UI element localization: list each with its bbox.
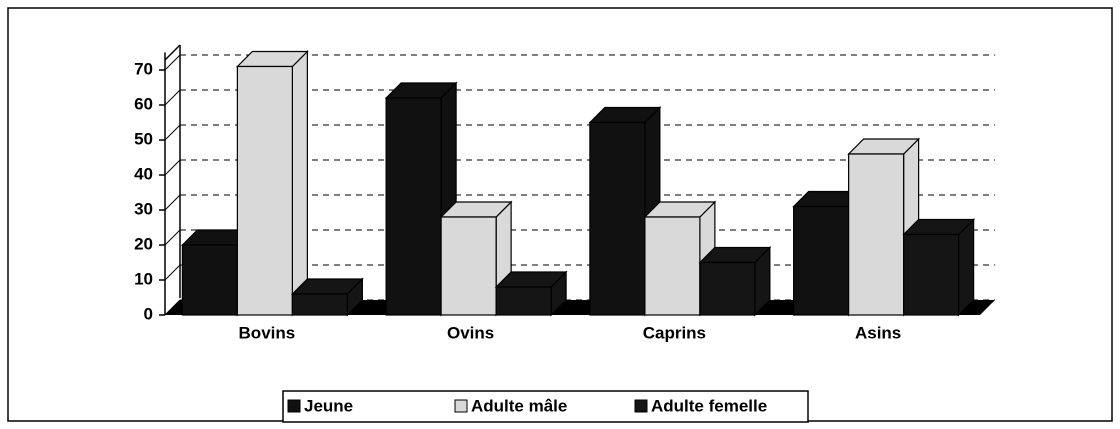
side-wall-top — [164, 44, 181, 61]
y-tick-label: 0 — [144, 304, 153, 323]
bar — [589, 121, 646, 316]
side-grid-line — [164, 159, 181, 176]
legend-label: Adulte femelle — [651, 396, 767, 415]
side-grid-line — [164, 229, 181, 246]
bar — [848, 153, 905, 316]
y-tick-label: 50 — [134, 129, 153, 148]
side-grid-line — [164, 54, 181, 71]
bar — [291, 293, 348, 316]
bar — [793, 205, 850, 316]
bar — [385, 97, 442, 316]
side-grid-line — [164, 89, 181, 106]
legend-swatch — [454, 399, 468, 413]
bar — [495, 286, 552, 316]
bar — [644, 216, 701, 316]
legend-label: Jeune — [304, 396, 353, 415]
bar — [699, 261, 756, 316]
x-tick-label: Caprins — [643, 323, 706, 342]
bar — [181, 244, 238, 316]
x-tick-label: Asins — [855, 323, 901, 342]
side-grid-line — [164, 264, 181, 281]
x-tick-label: Ovins — [447, 323, 494, 342]
y-tick-label: 40 — [134, 164, 153, 183]
side-grid-line — [164, 194, 181, 211]
legend-box — [282, 390, 809, 423]
legend-swatch — [634, 399, 648, 413]
y-tick-label: 30 — [134, 199, 153, 218]
bar — [903, 233, 960, 316]
bar-side — [958, 218, 975, 317]
y-tick-label: 60 — [134, 94, 153, 113]
y-tick-label: 20 — [134, 234, 153, 253]
y-tick-label: 10 — [134, 269, 153, 288]
bar-side — [291, 50, 308, 317]
legend-label: Adulte mâle — [471, 396, 567, 415]
y-tick-label: 70 — [134, 59, 153, 78]
x-tick-label: Bovins — [239, 323, 296, 342]
bar — [440, 216, 497, 316]
legend-swatch — [287, 399, 301, 413]
back-wall — [180, 45, 995, 298]
floor — [165, 300, 995, 315]
side-grid-line — [164, 124, 181, 141]
bar — [236, 65, 293, 316]
